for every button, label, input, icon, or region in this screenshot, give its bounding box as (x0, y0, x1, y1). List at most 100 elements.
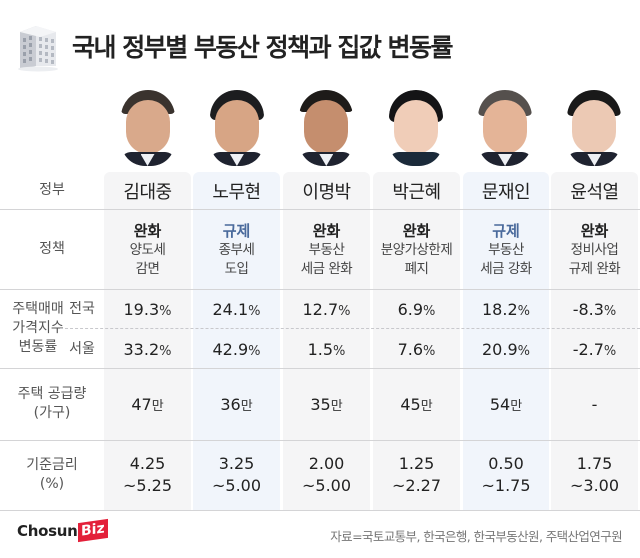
policy-type: 완화 (402, 222, 431, 240)
supply-yoon-sukyeol: - (551, 369, 638, 439)
policy-cell-moon-jaein: 규제 부동산 세금 강화 (463, 212, 549, 288)
seoul-moon-jaein: 20.9% (463, 334, 549, 364)
label-line: (%) (39, 476, 65, 492)
value: 12.7 (302, 299, 339, 319)
value: 45 (400, 394, 421, 414)
gov-name-moon-jaein: 문재인 (481, 181, 531, 203)
rate-from: 3.25 (218, 454, 255, 473)
value: - (591, 394, 598, 414)
unit: % (159, 343, 172, 359)
unit: % (603, 303, 617, 319)
supply-lee-myungbak: 35만 (283, 369, 370, 439)
row-divider (0, 209, 640, 210)
rate-from: 1.75 (576, 454, 613, 473)
portrait-yoon-sukyeol (567, 90, 622, 166)
label-line: 주택 공급량 (17, 386, 87, 402)
gov-name-park-geunhye: 박근혜 (392, 181, 441, 203)
column-bg-roh-moohyun (193, 172, 280, 510)
policy-cell-yoon-sukyeol: 완화 정비사업 규제 완화 (551, 212, 638, 288)
policy-desc: 부동산 (488, 242, 524, 258)
row-label-price-index: 주택매매 가격지수 변동률 (6, 290, 70, 367)
unit: 만 (330, 398, 343, 414)
seoul-kim-daejung: 33.2% (104, 334, 191, 364)
policy-desc: 세금 강화 (480, 261, 532, 277)
policy-desc: 양도세 (129, 242, 166, 258)
policy-type: 완화 (312, 222, 341, 240)
value: 42.9 (212, 339, 249, 359)
row-label-policy: 정책 (39, 241, 65, 257)
label-line: 가격지수 (12, 320, 64, 336)
rate-roh-moohyun: 3.25 ~5.00 (193, 441, 280, 509)
rate-to: ~3.00 (569, 476, 620, 495)
logo-text-chosun: Chosun (17, 521, 78, 540)
unit: % (423, 343, 436, 359)
row-label-supply: 주택 공급량 (가구) (0, 369, 104, 439)
row-divider (0, 289, 640, 290)
gov-name-kim-daejung: 김대중 (123, 181, 172, 203)
label-line: 주택매매 (12, 301, 64, 317)
seoul-roh-moohyun: 42.9% (193, 334, 280, 364)
supply-kim-daejung: 47만 (104, 369, 191, 439)
policy-desc: 폐지 (404, 261, 429, 277)
column-bg-park-geunhye (373, 172, 460, 510)
row-label-nationwide: 전국 (69, 300, 95, 317)
unit: 만 (151, 398, 164, 414)
row-divider (0, 368, 640, 369)
rate-yoon-sukyeol: 1.75 ~3.00 (551, 441, 638, 509)
rate-from: 1.25 (398, 454, 435, 473)
rate-to: ~2.27 (391, 476, 442, 495)
portrait-row (104, 84, 638, 166)
chosunbiz-logo: Chosun Biz (17, 518, 109, 543)
value: 24.1 (212, 299, 249, 319)
portrait-moon-jaein (478, 90, 533, 166)
supply-roh-moohyun: 36만 (193, 369, 280, 439)
unit: % (159, 303, 172, 319)
column-bg-kim-daejung (104, 172, 191, 510)
building-icon (14, 20, 60, 72)
column-bg-yoon-sukyeol (551, 172, 638, 510)
row-label-seoul: 서울 (69, 340, 95, 357)
value: 20.9 (482, 339, 518, 359)
unit: % (248, 343, 261, 359)
policy-desc: 감면 (135, 261, 160, 277)
policy-type: 규제 (222, 222, 251, 240)
portrait-lee-myungbak (299, 90, 354, 166)
portrait-kim-daejung (120, 90, 175, 166)
supply-park-geunhye: 45만 (373, 369, 460, 439)
policy-desc: 부동산 (308, 242, 345, 258)
label-line: (가구) (33, 405, 71, 421)
seoul-lee-myungbak: 1.5% (283, 334, 370, 364)
portrait-roh-moohyun (209, 90, 264, 166)
value: 35 (310, 394, 331, 414)
policy-cell-kim-daejung: 완화 양도세 감면 (104, 212, 191, 288)
nationwide-moon-jaein: 18.2% (463, 294, 549, 324)
rate-kim-daejung: 4.25 ~5.25 (104, 441, 191, 509)
gov-name-roh-moohyun: 노무현 (212, 181, 261, 203)
policy-cell-park-geunhye: 완화 분양가상한제 폐지 (373, 212, 460, 288)
nationwide-park-geunhye: 6.9% (373, 294, 460, 324)
row-divider (0, 440, 640, 441)
rate-to: ~5.00 (211, 476, 262, 495)
value: 47 (131, 394, 152, 414)
rate-from: 2.00 (308, 454, 345, 473)
rate-lee-myungbak: 2.00 ~5.00 (283, 441, 370, 509)
policy-type: 규제 (492, 222, 520, 240)
rate-park-geunhye: 1.25 ~2.27 (373, 441, 460, 509)
nationwide-lee-myungbak: 12.7% (283, 294, 370, 324)
policy-desc: 종부세 (218, 242, 255, 258)
value: 33.2 (123, 339, 160, 359)
value: -2.7 (572, 339, 604, 359)
portrait-park-geunhye (388, 90, 443, 166)
seoul-yoon-sukyeol: -2.7% (551, 334, 638, 364)
rate-to: ~5.00 (301, 476, 352, 495)
gov-name-yoon-sukyeol: 윤석열 (570, 181, 619, 203)
policy-cell-lee-myungbak: 완화 부동산 세금 완화 (283, 212, 370, 288)
rate-from: 4.25 (129, 454, 166, 473)
column-bg-moon-jaein (463, 172, 549, 510)
unit: % (517, 303, 530, 319)
unit: % (248, 303, 261, 319)
policy-desc: 분양가상한제 (380, 242, 453, 258)
value: 1.5 (307, 339, 334, 359)
value: 6.9 (397, 299, 424, 319)
row-divider (0, 510, 640, 511)
